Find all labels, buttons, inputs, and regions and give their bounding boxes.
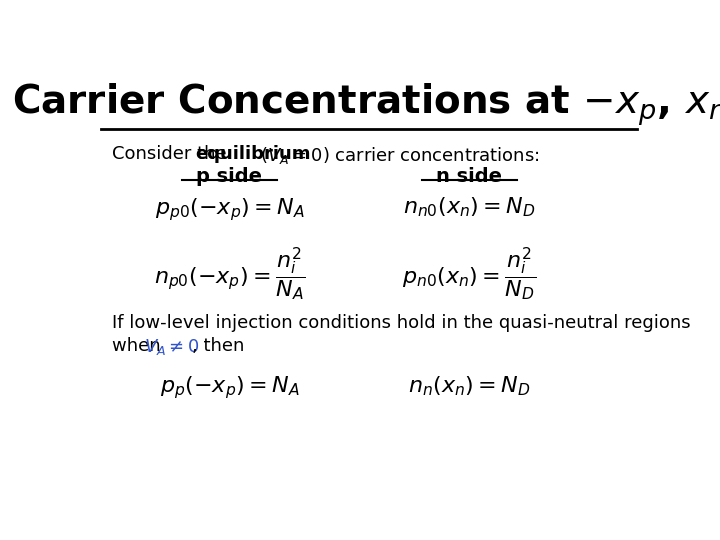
Text: $(V_A = 0)$ carrier concentrations:: $(V_A = 0)$ carrier concentrations: bbox=[260, 145, 540, 166]
Text: Carrier Concentrations at $-x_p$, $x_n$: Carrier Concentrations at $-x_p$, $x_n$ bbox=[12, 82, 720, 128]
Text: $p_{p0}(-x_p) = N_A$: $p_{p0}(-x_p) = N_A$ bbox=[155, 196, 305, 222]
Text: $p_{n0}(x_n) = \dfrac{n_i^2}{N_D}$: $p_{n0}(x_n) = \dfrac{n_i^2}{N_D}$ bbox=[402, 246, 536, 303]
Text: $n_{n0}(x_n) = N_D$: $n_{n0}(x_n) = N_D$ bbox=[403, 196, 536, 219]
Text: equilibrium: equilibrium bbox=[195, 145, 311, 163]
Text: $n_{p0}(-x_p) = \dfrac{n_i^2}{N_A}$: $n_{p0}(-x_p) = \dfrac{n_i^2}{N_A}$ bbox=[154, 246, 305, 303]
Text: n side: n side bbox=[436, 167, 503, 186]
Text: , then: , then bbox=[192, 337, 245, 355]
Text: $p_p(-x_p) = N_A$: $p_p(-x_p) = N_A$ bbox=[160, 375, 300, 401]
Text: $V_A \neq 0$: $V_A \neq 0$ bbox=[144, 337, 199, 357]
Text: $n_n(x_n) = N_D$: $n_n(x_n) = N_D$ bbox=[408, 375, 531, 398]
Text: If low-level injection conditions hold in the quasi-neutral regions: If low-level injection conditions hold i… bbox=[112, 314, 691, 332]
Text: when: when bbox=[112, 337, 167, 355]
Text: p side: p side bbox=[197, 167, 263, 186]
Text: Consider the: Consider the bbox=[112, 145, 233, 163]
